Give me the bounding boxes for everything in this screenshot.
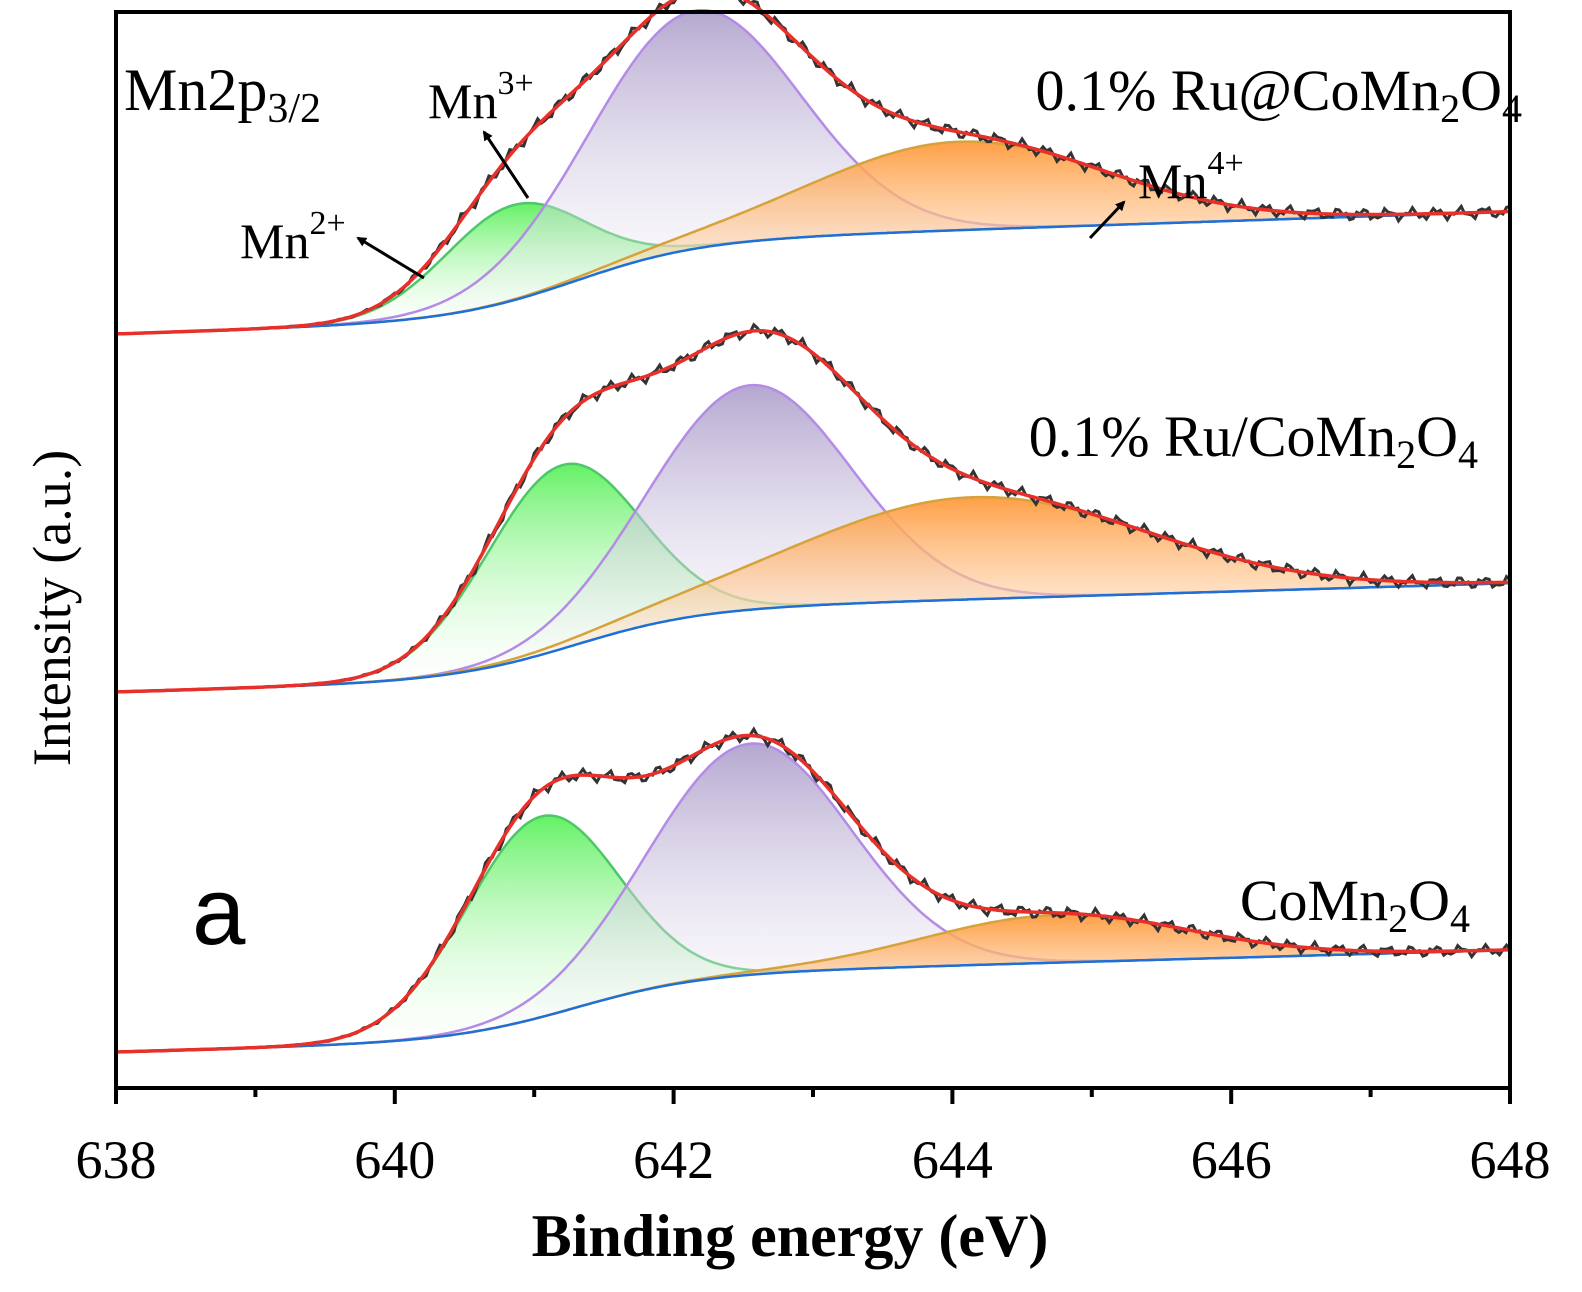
x-tick-label-646: 646 xyxy=(1191,1130,1272,1190)
chart-title: Mn2p3/2 xyxy=(124,57,321,132)
spectrum-ru-on-comn2o4 xyxy=(115,322,1512,694)
sample-label-2-main: CoMn xyxy=(1240,868,1388,933)
sample-label-1-mid: O xyxy=(1416,404,1458,469)
sample-label-0-main: 0.1% Ru@CoMn xyxy=(1035,58,1440,123)
sample-label-1-main: 0.1% Ru/CoMn xyxy=(1029,404,1396,469)
sample-label-0-sub1: 2 xyxy=(1440,86,1460,131)
sample-label-1-sub1: 2 xyxy=(1396,432,1416,477)
spectrum-comn2o4 xyxy=(115,726,1512,1054)
mn2-peak-label: Mn2+ xyxy=(240,205,346,269)
y-axis-label: Intensity (a.u.) xyxy=(22,450,82,766)
mn4-peak-arrow xyxy=(1088,200,1126,240)
mn2-peak-label-sup: 2+ xyxy=(309,205,345,242)
x-tick-label-642: 642 xyxy=(633,1130,714,1190)
mn2-peak-arrow xyxy=(356,236,425,280)
x-axis-label: Binding energy (eV) xyxy=(532,1203,1049,1269)
x-tick-label-638: 638 xyxy=(76,1130,157,1190)
ru-on-comn2o4-background-line xyxy=(115,581,1511,694)
mn3-peak-arrow xyxy=(482,130,530,199)
sample-label-ru-at-comn2o4: 0.1% Ru@CoMn2O4 xyxy=(1035,58,1522,131)
chart-title-sub: 3/2 xyxy=(267,86,321,132)
spectrum-ru-at-comn2o4 xyxy=(115,0,1511,336)
mn4-peak-label-sup: 4+ xyxy=(1207,145,1243,182)
mn3-peak-label: Mn3+ xyxy=(428,65,534,129)
comn2o4-mn4-area xyxy=(116,914,1510,1052)
panel-letter: a xyxy=(192,858,246,965)
ru-on-comn2o4-mn4-area xyxy=(116,497,1510,692)
sample-label-0-mid: O xyxy=(1460,58,1502,123)
spectra-layer xyxy=(115,0,1512,1054)
sample-label-1-sub2: 4 xyxy=(1458,432,1478,477)
comn2o4-mn3-area xyxy=(116,743,1510,1052)
x-tick-label-648: 648 xyxy=(1470,1130,1551,1190)
chart-title-main: Mn2p xyxy=(124,57,267,123)
sample-label-2-mid: O xyxy=(1408,868,1450,933)
ru-at-comn2o4-envelope-fit xyxy=(115,0,1511,336)
sample-label-2-sub1: 2 xyxy=(1388,896,1408,941)
mn2-peak-label-base: Mn xyxy=(240,213,309,269)
ru-on-comn2o4-mn2-area xyxy=(116,463,1510,692)
x-tick-label-644: 644 xyxy=(912,1130,993,1190)
ru-at-comn2o4-mn3-area xyxy=(116,10,1510,334)
mn4-peak-label-base: Mn xyxy=(1138,153,1207,209)
mn3-peak-label-sup: 3+ xyxy=(497,65,533,102)
sample-label-0-sub2: 4 xyxy=(1502,86,1522,131)
mn3-peak-label-base: Mn xyxy=(428,73,497,129)
x-axis-ticks: 638 640 642 644 646 648 xyxy=(76,1088,1551,1190)
comn2o4-envelope-fit xyxy=(115,733,1510,1054)
sample-label-ru-on-comn2o4: 0.1% Ru/CoMn2O4 xyxy=(1029,404,1478,477)
sample-label-2-sub2: 4 xyxy=(1450,896,1470,941)
sample-label-comn2o4: CoMn2O4 xyxy=(1240,868,1470,941)
ru-at-comn2o4-background-line xyxy=(115,210,1511,336)
sample-labels: 0.1% Ru@CoMn2O4 0.1% Ru/CoMn2O4 CoMn2O4 xyxy=(1029,58,1522,941)
peak-labels: Mn2+ Mn3+ Mn4+ xyxy=(240,65,1244,280)
comn2o4-mn2-area xyxy=(116,815,1510,1052)
comn2o4-background-line xyxy=(115,948,1511,1054)
mn4-peak-label: Mn4+ xyxy=(1138,145,1244,209)
ru-on-comn2o4-envelope-fit xyxy=(115,328,1511,694)
x-tick-label-640: 640 xyxy=(354,1130,435,1190)
